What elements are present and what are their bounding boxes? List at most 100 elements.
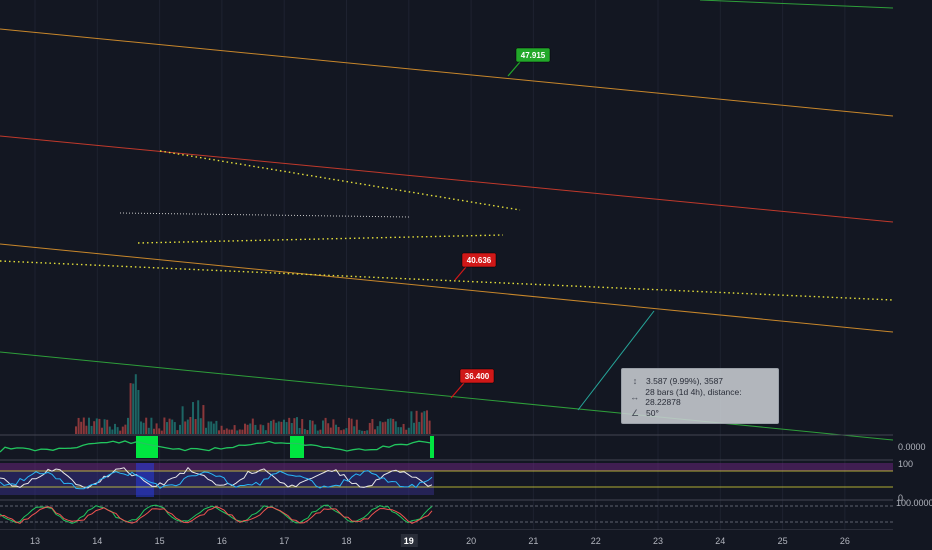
volume-bar <box>223 429 226 434</box>
measure-diagonal <box>577 310 655 411</box>
price-range-icon: ↕ <box>632 376 638 386</box>
volume-bar <box>368 422 371 434</box>
volume-bar <box>75 426 77 434</box>
volume-bar <box>376 426 379 434</box>
rsi-axis-label-bottom: 0 <box>898 493 903 503</box>
volume-bar <box>231 429 233 434</box>
volume-bar <box>319 429 322 434</box>
price-tag-box <box>461 252 497 268</box>
volume-bar <box>82 417 85 434</box>
volume-bar <box>132 383 135 434</box>
time-tick-label: 13 <box>30 536 40 546</box>
volume-bar <box>192 402 194 434</box>
volume-bar <box>277 421 280 434</box>
volume-bar <box>335 424 337 434</box>
price-tag-label: 36.400 <box>465 372 490 381</box>
time-tick-label: 22 <box>591 536 601 546</box>
volume-bar <box>106 419 109 434</box>
volume-bar <box>150 417 153 434</box>
time-tick-label: 21 <box>528 536 538 546</box>
volume-bar <box>270 420 272 434</box>
volume-bar <box>142 422 145 434</box>
volume-bar <box>254 424 257 434</box>
volume-bar <box>264 430 267 434</box>
time-tick-label: 20 <box>466 536 476 546</box>
time-tick-label: 15 <box>155 536 165 546</box>
price-axis[interactable]: 50.00049.09948.00047.00046.00045.00044.0… <box>893 0 932 530</box>
measure-price-range: 3.587 (9.99%), 3587 <box>646 376 724 386</box>
volume-bar <box>77 417 80 434</box>
volume-bar <box>358 429 361 434</box>
volume-bar <box>415 410 418 434</box>
angle-icon: ∠ <box>630 407 640 418</box>
volume-bar <box>384 421 387 434</box>
drawings <box>0 0 894 441</box>
channel-green-upper <box>699 0 894 9</box>
volume-bar <box>85 425 88 434</box>
volume-bar <box>296 417 298 434</box>
volume-bar <box>171 419 174 434</box>
volume-bar <box>127 417 129 434</box>
volume-bar <box>418 421 421 434</box>
volume-bar <box>275 422 278 434</box>
volume-bar <box>246 424 249 434</box>
volume-bar <box>342 429 345 434</box>
volume-bar <box>241 429 244 434</box>
price-tag-label: 40.636 <box>467 256 492 265</box>
grid <box>34 0 846 530</box>
rsi-band-top <box>0 463 893 471</box>
volume-bar <box>119 430 122 434</box>
white-dotted-line <box>119 212 411 218</box>
volume-bar <box>298 428 301 434</box>
volume-bar <box>210 421 213 434</box>
measure-angle: 50° <box>646 408 659 418</box>
channel-green-lower <box>0 351 894 441</box>
volume-bar <box>124 424 127 434</box>
volume-bar <box>405 429 408 434</box>
volume-bar <box>238 429 241 434</box>
volume-bar <box>285 422 288 434</box>
volume-bar <box>95 418 98 434</box>
macd-highlight <box>290 436 304 458</box>
volume-bar <box>160 430 163 434</box>
volume-bar <box>327 423 330 434</box>
measure-tooltip: ↕ 3.587 (9.99%), 3587 ↔ 28 bars (1d 4h),… <box>621 368 779 424</box>
volume-bar <box>374 429 376 434</box>
rsi-axis-label-top: 100 <box>898 459 913 469</box>
volume-bar <box>345 428 348 434</box>
volume-bar <box>197 400 200 434</box>
volume-bar <box>402 423 405 434</box>
macd-line <box>0 440 432 453</box>
volume-bar <box>179 424 181 434</box>
macd-highlight <box>430 436 434 458</box>
time-axis[interactable]: 13 14 15 16 17 18 19 20 21 22 23 24 25 26 <box>0 530 932 550</box>
pane3-line-red <box>0 506 433 524</box>
channel-lower-orange <box>0 243 894 333</box>
price-tag-label: 47.915 <box>521 51 546 60</box>
volume-bar <box>129 383 132 434</box>
measure-bars-row: ↔ 28 bars (1d 4h), distance: 28.22878 <box>628 387 772 407</box>
volume-bar <box>332 419 335 434</box>
volume-bar <box>145 417 148 434</box>
volume-bar <box>293 418 296 434</box>
volume-bar <box>379 421 382 434</box>
volume-bar <box>322 420 324 434</box>
volume-bar <box>389 418 392 434</box>
volume-bar <box>194 419 197 434</box>
volume-bar <box>381 422 384 434</box>
channel-upper-orange <box>0 28 894 117</box>
rsi-band-highlight <box>136 463 154 497</box>
time-axis-bg <box>0 530 932 550</box>
volume-bar <box>314 424 317 434</box>
volume-bar <box>155 423 158 434</box>
rsi-band-mid <box>0 471 434 495</box>
volume-bar <box>140 421 142 434</box>
volume-bar <box>202 405 205 434</box>
volume-bar <box>114 423 116 434</box>
volume-bar <box>426 410 428 434</box>
volume-bar <box>218 430 220 434</box>
volume-bar <box>257 429 259 434</box>
volume-bar <box>355 419 358 434</box>
